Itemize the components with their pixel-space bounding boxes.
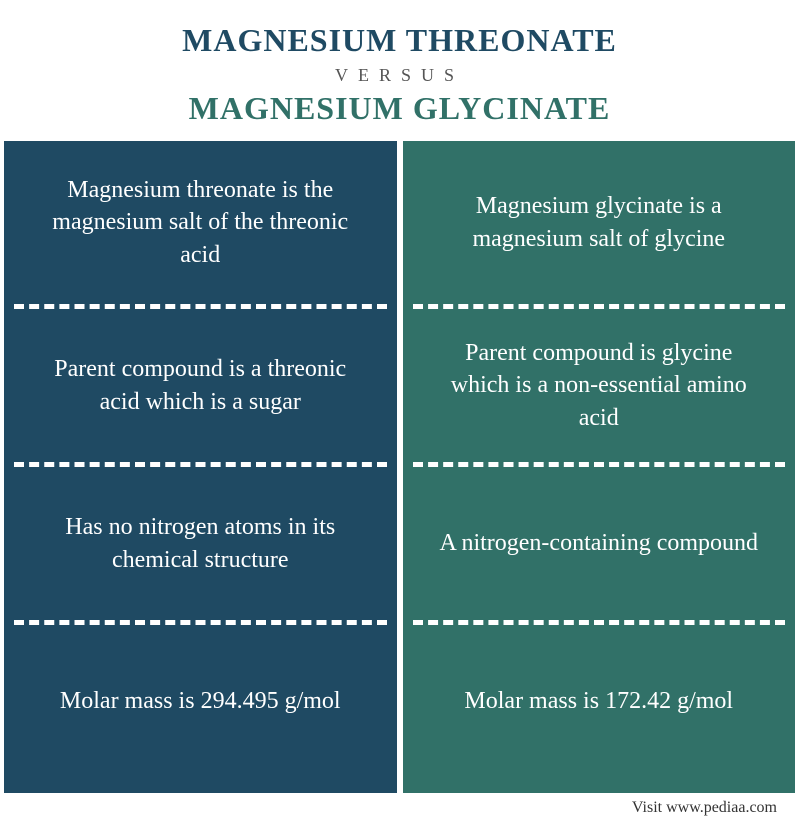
cell-right-2: A nitrogen-containing compound [403,467,796,620]
cell-left-2: Has no nitrogen atoms in its chemical st… [4,467,397,620]
footer-credit: Visit www.pediaa.com [0,793,799,817]
column-right: Magnesium glycinate is a magnesium salt … [403,141,796,793]
cell-right-3: Molar mass is 172.42 g/mol [403,625,796,778]
header: MAGNESIUM THREONATE VERSUS MAGNESIUM GLY… [0,0,799,141]
cell-left-3: Molar mass is 294.495 g/mol [4,625,397,778]
cell-left-0: Magnesium threonate is the magnesium sal… [4,141,397,304]
cell-left-1: Parent compound is a threonic acid which… [4,309,397,462]
title-b: MAGNESIUM GLYCINATE [0,90,799,127]
comparison-infographic: MAGNESIUM THREONATE VERSUS MAGNESIUM GLY… [0,0,799,817]
title-a: MAGNESIUM THREONATE [0,22,799,59]
cell-right-1: Parent compound is glycine which is a no… [403,309,796,462]
comparison-table: Magnesium threonate is the magnesium sal… [4,141,795,793]
column-left: Magnesium threonate is the magnesium sal… [4,141,397,793]
versus-label: VERSUS [0,65,799,86]
cell-right-0: Magnesium glycinate is a magnesium salt … [403,141,796,304]
